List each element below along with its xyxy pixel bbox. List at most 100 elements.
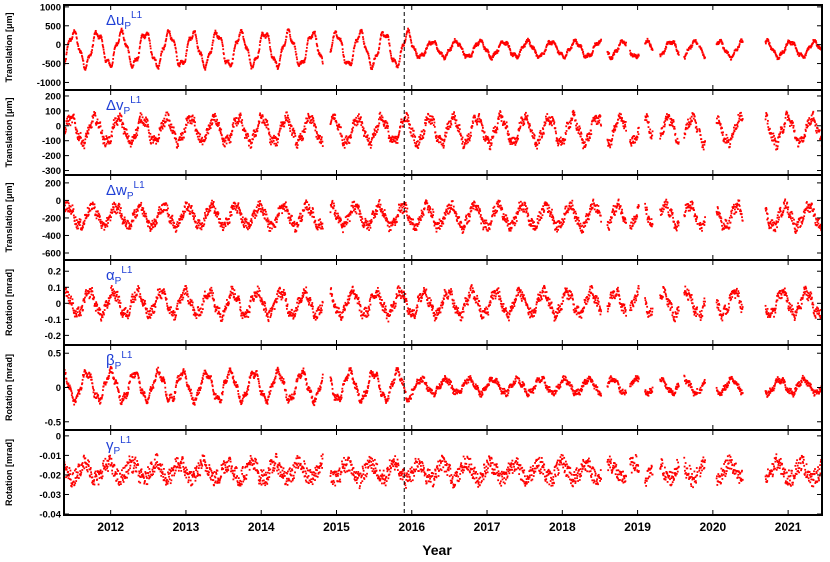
data-point xyxy=(665,46,668,49)
data-point xyxy=(148,39,151,42)
data-point xyxy=(317,226,319,229)
data-point xyxy=(511,55,514,58)
data-point xyxy=(101,224,104,227)
data-point xyxy=(292,225,295,227)
data-point xyxy=(211,203,214,206)
data-point xyxy=(135,211,138,213)
data-point xyxy=(133,209,136,212)
data-point xyxy=(396,142,399,144)
data-point xyxy=(434,40,437,42)
data-point xyxy=(202,61,205,64)
data-point xyxy=(198,138,201,141)
data-point xyxy=(66,48,68,51)
data-point xyxy=(380,33,382,36)
data-point xyxy=(810,46,812,49)
data-point xyxy=(258,49,261,52)
data-point xyxy=(575,38,577,41)
data-point xyxy=(540,54,543,57)
data-point xyxy=(387,34,389,37)
data-point xyxy=(268,133,271,136)
data-point xyxy=(331,41,334,44)
data-point xyxy=(335,212,338,215)
data-point xyxy=(299,61,302,63)
data-point xyxy=(118,119,121,122)
data-point xyxy=(261,114,264,117)
data-point xyxy=(351,122,354,124)
data-point xyxy=(65,122,68,125)
data-point xyxy=(426,47,428,49)
data-point xyxy=(400,118,403,121)
data-point xyxy=(258,204,261,207)
data-point xyxy=(588,136,591,139)
data-point xyxy=(621,120,624,123)
data-point xyxy=(782,131,785,133)
data-point xyxy=(121,29,124,32)
data-point xyxy=(674,133,676,136)
data-point xyxy=(607,141,610,144)
data-point xyxy=(729,143,732,145)
data-point xyxy=(716,117,718,120)
data-point xyxy=(622,42,624,44)
data-point xyxy=(738,44,741,47)
data-point xyxy=(284,40,287,43)
data-point xyxy=(481,126,484,129)
data-point xyxy=(401,47,403,50)
data-point xyxy=(425,48,428,50)
data-point xyxy=(584,54,587,57)
data-point xyxy=(773,143,776,146)
data-point xyxy=(260,210,263,213)
data-point xyxy=(570,46,573,49)
data-point xyxy=(694,39,697,41)
data-point xyxy=(598,121,600,124)
data-point xyxy=(87,128,90,131)
data-point xyxy=(471,52,474,54)
data-point xyxy=(409,36,412,39)
data-point xyxy=(589,137,591,139)
data-point xyxy=(283,202,286,205)
data-point xyxy=(260,203,263,206)
data-point xyxy=(460,134,463,137)
data-point xyxy=(468,139,471,142)
data-point xyxy=(349,134,352,136)
data-point xyxy=(272,58,275,61)
data-point xyxy=(103,141,106,144)
data-point xyxy=(553,121,556,124)
data-point xyxy=(694,119,696,122)
data-point xyxy=(226,221,229,224)
data-point xyxy=(357,38,359,41)
data-point xyxy=(394,140,397,143)
data-point xyxy=(575,41,578,43)
data-point xyxy=(351,201,354,204)
data-point xyxy=(446,53,448,56)
data-point xyxy=(568,121,571,124)
data-point xyxy=(154,136,157,139)
data-point xyxy=(415,52,418,55)
data-point xyxy=(397,63,400,66)
data-point xyxy=(344,222,347,225)
data-point xyxy=(491,136,494,139)
data-point xyxy=(482,136,485,138)
data-point xyxy=(395,135,398,138)
data-point xyxy=(176,59,179,62)
data-point xyxy=(424,119,427,121)
data-point xyxy=(193,220,196,223)
data-point xyxy=(111,135,113,138)
data-point xyxy=(703,55,705,58)
data-point xyxy=(585,134,588,137)
data-point xyxy=(291,128,294,131)
data-point xyxy=(613,126,616,129)
data-point xyxy=(461,142,464,145)
data-point xyxy=(796,53,799,56)
data-point xyxy=(379,42,381,45)
data-point xyxy=(501,40,504,43)
data-point xyxy=(553,122,555,125)
data-point xyxy=(189,210,191,213)
data-point xyxy=(175,137,178,140)
data-point xyxy=(315,42,318,45)
symbol-superscript: L1 xyxy=(131,10,143,21)
data-point xyxy=(275,139,278,141)
data-point xyxy=(511,136,514,139)
data-point xyxy=(668,115,671,118)
data-point xyxy=(190,119,193,122)
data-point xyxy=(525,118,528,121)
